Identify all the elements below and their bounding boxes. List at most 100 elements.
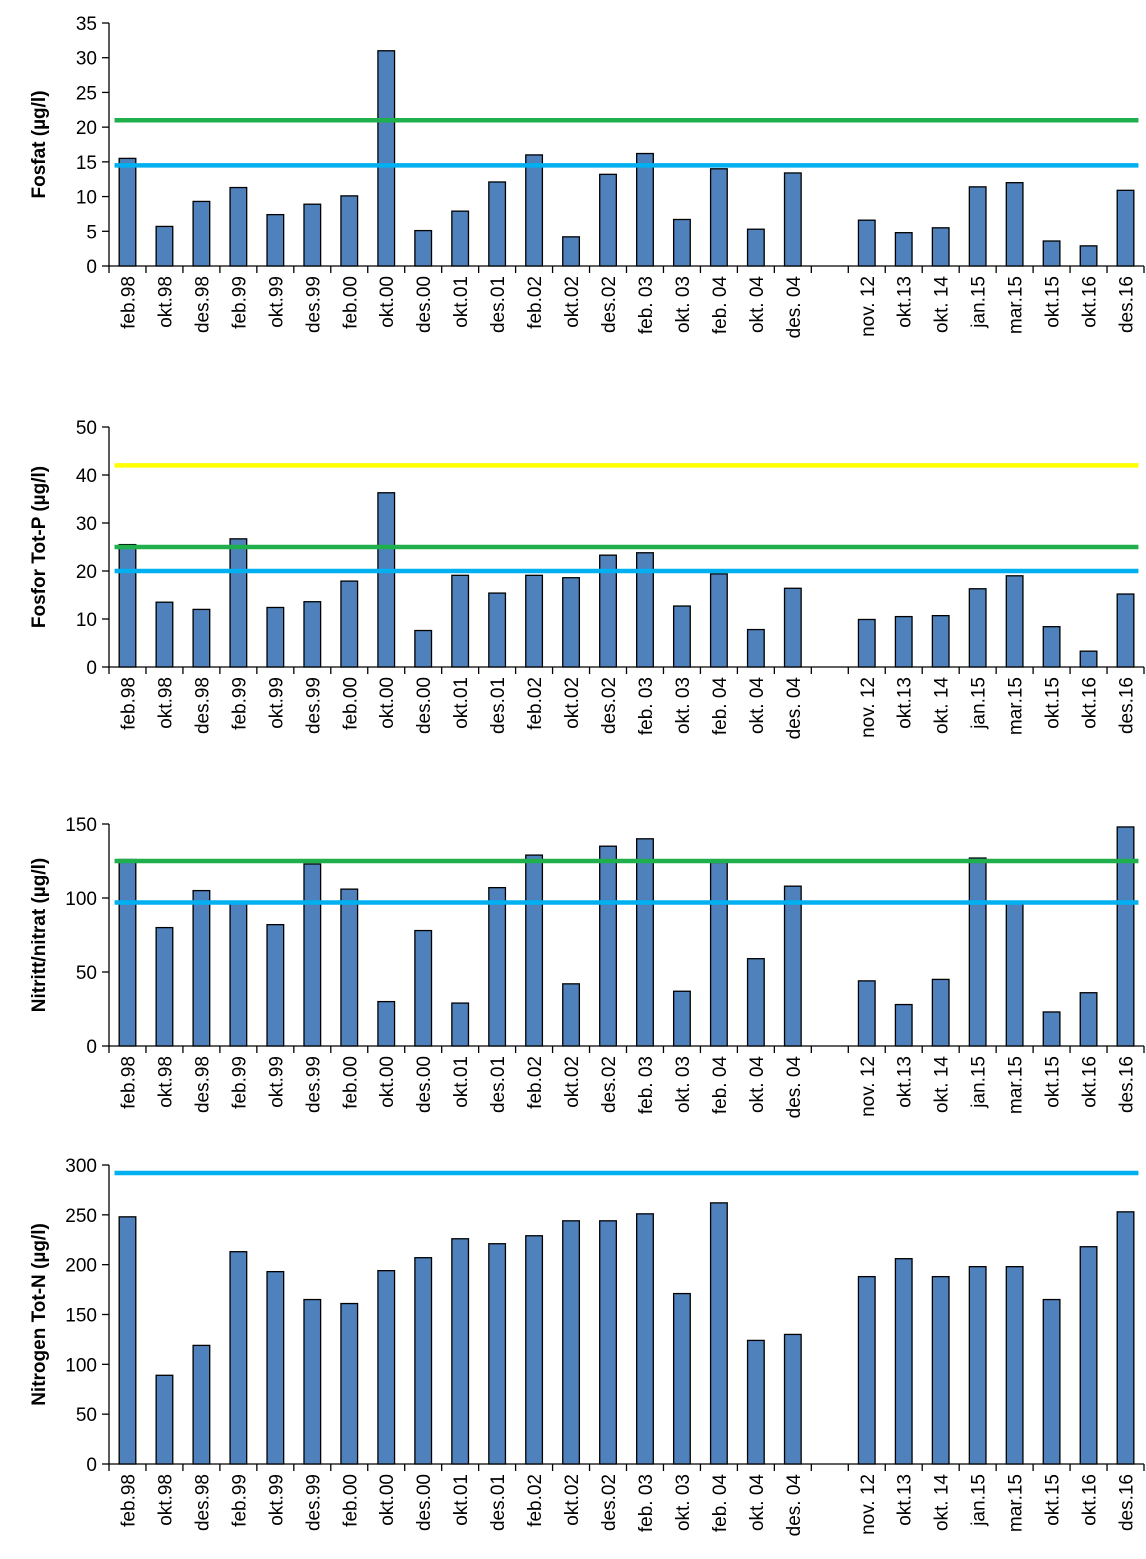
bar-okt-16 — [1079, 245, 1098, 267]
bar-mar-15 — [1005, 182, 1024, 267]
y-tick-label: 0 — [86, 658, 97, 679]
x-tick-label: des.02 — [599, 1474, 620, 1531]
x-tick-label: okt.02 — [562, 1056, 583, 1108]
x-tick-label: des.01 — [488, 1474, 509, 1531]
bar-feb-99 — [229, 901, 248, 1047]
x-tick-label: okt.99 — [266, 276, 287, 328]
x-tick-label: jan.15 — [969, 677, 990, 730]
x-tick-label: feb. 03 — [636, 1056, 657, 1114]
y-tick-label: 30 — [76, 49, 97, 70]
x-tick-label: okt.13 — [895, 677, 916, 729]
y-tick-label: 20 — [76, 562, 97, 583]
bar-des-99 — [303, 203, 322, 267]
x-tick-label: okt. 03 — [673, 1056, 694, 1113]
chart-panel-4: 0 50 100 150 200 250 300 feb.98 okt.98 des.98 feb.… — [29, 1156, 1145, 1537]
x-tick-label: feb.98 — [118, 276, 139, 329]
y-axis-title: Nitritt/nitrat (µg/l) — [29, 858, 50, 1012]
bar-okt-16 — [1079, 650, 1098, 668]
bar-okt-98 — [155, 225, 174, 267]
chart-panel-2: 0 10 20 30 40 50 feb.98 okt.98 des.98 feb.99 okt.9… — [29, 418, 1145, 739]
y-tick-label: 30 — [76, 514, 97, 535]
bar-des-98 — [192, 1344, 211, 1465]
bar-des-16 — [1116, 593, 1135, 668]
bar-mar-15 — [1005, 1266, 1024, 1465]
bar-okt-01 — [451, 574, 470, 668]
x-tick-label: des.02 — [599, 1056, 620, 1113]
x-tick-label: okt. 03 — [673, 276, 694, 333]
bar-okt-14 — [931, 978, 950, 1047]
x-tick-label: okt.13 — [895, 1056, 916, 1108]
x-tick-label: okt.98 — [155, 276, 176, 328]
x-tick-label: feb.98 — [118, 677, 139, 730]
bar-feb-00 — [340, 580, 359, 668]
bar-des-01 — [488, 181, 507, 267]
bar-des-01 — [488, 592, 507, 668]
bar-des-99 — [303, 1298, 322, 1465]
bar-okt-00 — [377, 1000, 396, 1047]
bar-jan-15 — [968, 857, 987, 1047]
x-tick-label: okt. 14 — [932, 1474, 953, 1531]
x-tick-label: feb. 04 — [710, 1474, 731, 1533]
x-tick-label: okt.00 — [377, 677, 398, 729]
bar-okt-99 — [266, 1270, 285, 1465]
chart-panel-3: 0 50 100 150 feb.98 okt.98 des.98 feb.99 okt.99 d… — [29, 815, 1145, 1118]
x-tick-label: des.01 — [488, 1056, 509, 1113]
bar-feb-04 — [709, 861, 728, 1047]
y-axis-title: Fosfat (µg/l) — [29, 90, 50, 198]
bar-jan-15 — [968, 1266, 987, 1465]
x-tick-label: des.16 — [1117, 677, 1138, 734]
bar-des-04 — [783, 172, 802, 267]
x-tick-label: nov. 12 — [858, 1474, 879, 1535]
x-tick-label: okt.15 — [1043, 1056, 1064, 1108]
x-tick-label: okt.99 — [266, 1474, 287, 1526]
bar-des-02 — [599, 1220, 617, 1465]
bar-okt-00 — [377, 492, 396, 668]
bar-feb-98 — [118, 1216, 137, 1465]
y-tick-label: 100 — [65, 889, 97, 910]
x-tick-label: okt. 04 — [747, 276, 768, 333]
bar-feb-03 — [636, 152, 654, 267]
bar-okt-16 — [1079, 992, 1098, 1047]
bar-des-04 — [783, 1333, 802, 1465]
bar-feb-04 — [709, 168, 728, 267]
y-tick-label: 40 — [76, 466, 97, 487]
bar-des-00 — [414, 629, 433, 668]
x-tick-label: okt.98 — [155, 1056, 176, 1108]
y-tick-label: 50 — [76, 963, 97, 984]
y-tick-label: 25 — [76, 83, 97, 104]
x-tick-label: feb.00 — [340, 1474, 361, 1527]
bar-okt-98 — [155, 926, 174, 1047]
x-tick-label: okt.13 — [895, 276, 916, 328]
bar-des-00 — [414, 929, 433, 1047]
x-tick-label: okt. 04 — [747, 1474, 768, 1531]
bar-okt-01 — [451, 1002, 470, 1047]
x-tick-label: des. 04 — [784, 1474, 805, 1537]
bar-okt-03 — [672, 218, 691, 267]
x-tick-label: feb.99 — [229, 1474, 250, 1527]
bar-okt-02 — [562, 236, 581, 267]
x-tick-label: mar.15 — [1006, 1474, 1027, 1532]
x-tick-label: feb.99 — [229, 1056, 250, 1109]
bar-okt-02 — [562, 983, 581, 1047]
bar-feb-02 — [525, 1235, 544, 1465]
x-tick-label: des.98 — [192, 276, 213, 333]
bar-des-02 — [599, 554, 617, 668]
x-tick-label: des.00 — [414, 1056, 435, 1113]
bar-feb-02 — [525, 154, 544, 267]
x-tick-label: feb.00 — [340, 1056, 361, 1109]
bar-des-99 — [303, 863, 322, 1047]
x-tick-label: mar.15 — [1006, 276, 1027, 334]
bar-feb-98 — [118, 543, 137, 668]
x-tick-label: feb. 03 — [636, 276, 657, 334]
y-tick-label: 15 — [76, 153, 97, 174]
x-tick-label: okt.98 — [155, 1474, 176, 1526]
bar-des-01 — [488, 886, 507, 1047]
bar-feb-03 — [636, 552, 654, 668]
x-tick-label: okt. 14 — [932, 677, 953, 734]
bar-okt-14 — [931, 614, 950, 668]
bar-feb-02 — [525, 574, 544, 668]
bar-des-16 — [1116, 826, 1135, 1047]
bar-des-16 — [1116, 189, 1135, 267]
x-tick-label: okt.15 — [1043, 677, 1064, 729]
x-tick-label: okt.01 — [451, 677, 472, 729]
